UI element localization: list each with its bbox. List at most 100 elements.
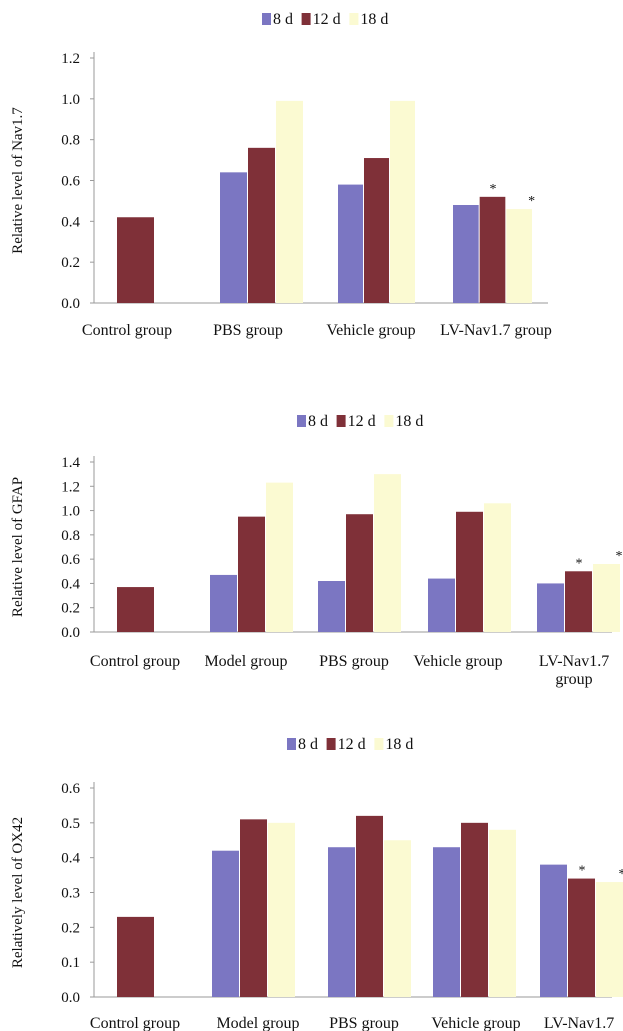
- bar-4-18d: [484, 503, 511, 632]
- y-axis-label: Relative level of GFAP: [10, 477, 26, 617]
- y-tick-label: 0.4: [61, 851, 80, 867]
- chart-3: 8 d 12 d 18 d 0.0 0.1 0.2 0.3 0.4 0.5 0.6 Relative…: [10, 736, 623, 1031]
- y-tick-label: 0.8: [61, 133, 80, 149]
- significance-star-1: *: [579, 864, 586, 879]
- y-tick-label: 0.0: [61, 990, 80, 1006]
- legend-swatch-2: [336, 415, 346, 427]
- legend-label-2: 12 d: [338, 736, 366, 753]
- legend: 8 d 12 d 18 d: [297, 413, 423, 430]
- x-tick-label: Model group: [216, 1015, 299, 1031]
- significance-star-2: *: [616, 549, 623, 564]
- legend-label-3: 18 d: [385, 736, 413, 753]
- y-tick-label: 1.4: [61, 455, 80, 471]
- legend-swatch-3: [374, 738, 384, 750]
- x-tick-label: Control group: [82, 322, 172, 339]
- y-tick-label: 0.0: [61, 625, 80, 641]
- y-tick-label: 0.5: [61, 816, 80, 832]
- bar-2-12d: [248, 147, 275, 303]
- bar-1-12d: [117, 587, 154, 632]
- significance-star-2: *: [528, 194, 535, 209]
- y-tick-label: 0.6: [61, 552, 80, 568]
- x-tick-label: PBS group: [319, 653, 389, 670]
- legend-swatch-2: [326, 738, 336, 750]
- bar-5-8d: [537, 583, 564, 632]
- legend-label-3: 18 d: [360, 11, 388, 28]
- legend-swatch-3: [349, 13, 359, 25]
- bar-3-12d: [346, 514, 373, 632]
- bar-2-12d: [240, 819, 267, 997]
- x-tick-label: LV-Nav1.7: [539, 653, 609, 670]
- x-tick-label: group: [555, 671, 592, 688]
- y-axis-label: Relative level of Nav1.7: [10, 107, 26, 254]
- bar-5-18d: [596, 882, 623, 997]
- bar-3-18d: [384, 840, 411, 997]
- x-tick-label: Control group: [90, 653, 180, 670]
- significance-star-1: *: [490, 182, 497, 197]
- bar-5-18d: [593, 564, 620, 632]
- bar-4-8d: [453, 205, 479, 303]
- x-tick-label: Vehicle group: [431, 1015, 520, 1031]
- y-tick-label: 0.3: [61, 886, 80, 902]
- bar-3-18d: [390, 100, 415, 303]
- x-tick-label: LV-Nav1.7 group: [440, 322, 552, 339]
- y-tick-label: 0.4: [61, 576, 80, 592]
- legend-swatch-1: [297, 415, 306, 427]
- chart-1: 8 d 12 d 18 d 0.0 0.2 0.4 0.6 0.8 1.0 1.2 Relative…: [10, 11, 552, 339]
- bar-4-12d: [461, 822, 488, 997]
- y-tick-label: 1.0: [61, 504, 80, 520]
- bar-2-8d: [210, 574, 237, 632]
- x-tick-label: Model group: [204, 653, 287, 670]
- bar-4-18d: [506, 209, 532, 303]
- x-tick-label: LV-Nav1.7: [544, 1015, 614, 1031]
- x-tick-label: PBS group: [213, 322, 283, 339]
- y-tick-label: 0.4: [61, 214, 80, 230]
- legend: 8 d 12 d 18 d: [262, 11, 388, 28]
- bar-2-8d: [212, 850, 239, 997]
- bar-4-8d: [428, 578, 455, 632]
- bar-1-12d: [117, 217, 154, 303]
- y-tick-label: 1.2: [61, 479, 80, 495]
- y-tick-label: 0.6: [61, 781, 80, 797]
- legend-label-1: 8 d: [308, 413, 328, 430]
- y-tick-label: 0.1: [61, 955, 80, 971]
- bar-4-12d: [479, 196, 506, 303]
- x-tick-label: Vehicle group: [326, 322, 415, 339]
- legend-swatch-2: [301, 13, 311, 25]
- significance-star-1: *: [576, 556, 583, 571]
- bar-2-12d: [238, 516, 265, 632]
- bar-4-12d: [456, 511, 483, 632]
- y-tick-label: 0.8: [61, 528, 80, 544]
- legend-label-2: 12 d: [313, 11, 341, 28]
- bar-2-18d: [276, 100, 303, 303]
- bar-3-12d: [364, 158, 389, 303]
- bar-2-18d: [268, 822, 295, 997]
- legend-swatch-3: [384, 415, 394, 427]
- bar-3-12d: [356, 815, 383, 997]
- legend-label-3: 18 d: [395, 413, 423, 430]
- x-tick-label: Control group: [90, 1015, 180, 1031]
- y-tick-label: 0.2: [61, 920, 80, 936]
- legend-label-1: 8 d: [298, 736, 318, 753]
- bar-3-8d: [318, 581, 345, 632]
- y-tick-label: 0.6: [61, 174, 80, 190]
- x-tick-label: PBS group: [329, 1015, 399, 1031]
- y-tick-label: 0.2: [61, 601, 80, 617]
- bar-1-12d: [117, 916, 154, 997]
- legend: 8 d 12 d 18 d: [287, 736, 413, 753]
- bar-3-8d: [328, 847, 355, 997]
- chart-2: 8 d 12 d 18 d 0.0 0.2 0.4 0.6 0.8 1.0 1.2 1.4 Relat…: [10, 413, 623, 688]
- y-tick-label: 0.2: [61, 255, 80, 271]
- bar-3-8d: [338, 184, 363, 303]
- significance-star-2: *: [619, 867, 623, 882]
- bar-2-18d: [266, 482, 293, 632]
- y-tick-label: 1.0: [61, 92, 80, 108]
- y-axis-label: Relatively level of OX42: [10, 817, 26, 968]
- y-tick-label: 0.0: [61, 296, 80, 312]
- legend-label-2: 12 d: [348, 413, 376, 430]
- legend-swatch-1: [262, 13, 271, 25]
- bar-4-18d: [489, 829, 516, 997]
- legend-swatch-1: [287, 738, 296, 750]
- bar-2-8d: [220, 172, 247, 303]
- bar-5-12d: [565, 571, 592, 632]
